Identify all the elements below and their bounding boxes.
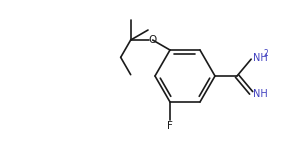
Text: O: O bbox=[148, 35, 157, 45]
Text: NH: NH bbox=[253, 89, 268, 99]
Text: 2: 2 bbox=[264, 49, 268, 58]
Text: NH: NH bbox=[253, 53, 268, 63]
Text: F: F bbox=[167, 121, 173, 131]
